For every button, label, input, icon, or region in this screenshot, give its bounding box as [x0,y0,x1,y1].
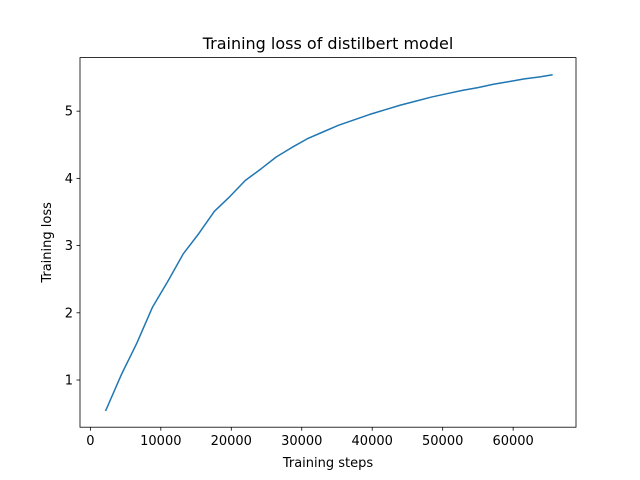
x-tick-label: 20000 [211,434,252,449]
x-axis-label: Training steps [282,456,374,471]
chart-title: Training loss of distilbert model [202,34,454,53]
y-tick-label: 2 [65,306,73,321]
x-tick-label: 60000 [492,434,533,449]
y-axis-label: Training loss [40,202,55,284]
y-tick-label: 1 [65,374,73,389]
x-tick-label: 30000 [281,434,322,449]
y-axis-ticks: 1 2 3 4 5 [65,105,80,389]
y-tick-label: 4 [65,172,73,187]
x-axis-ticks: 0 10000 20000 30000 40000 50000 60000 [86,427,534,449]
x-tick-label: 10000 [140,434,181,449]
y-tick-label: 3 [65,239,73,254]
y-tick-label: 5 [65,105,73,120]
series-layer [104,74,553,412]
x-tick-label: 50000 [422,434,463,449]
plot-area [80,57,576,428]
x-tick-label: 40000 [352,434,393,449]
x-tick-label: 0 [86,434,94,449]
training-loss-line [104,74,553,412]
plot-frame [79,57,577,428]
